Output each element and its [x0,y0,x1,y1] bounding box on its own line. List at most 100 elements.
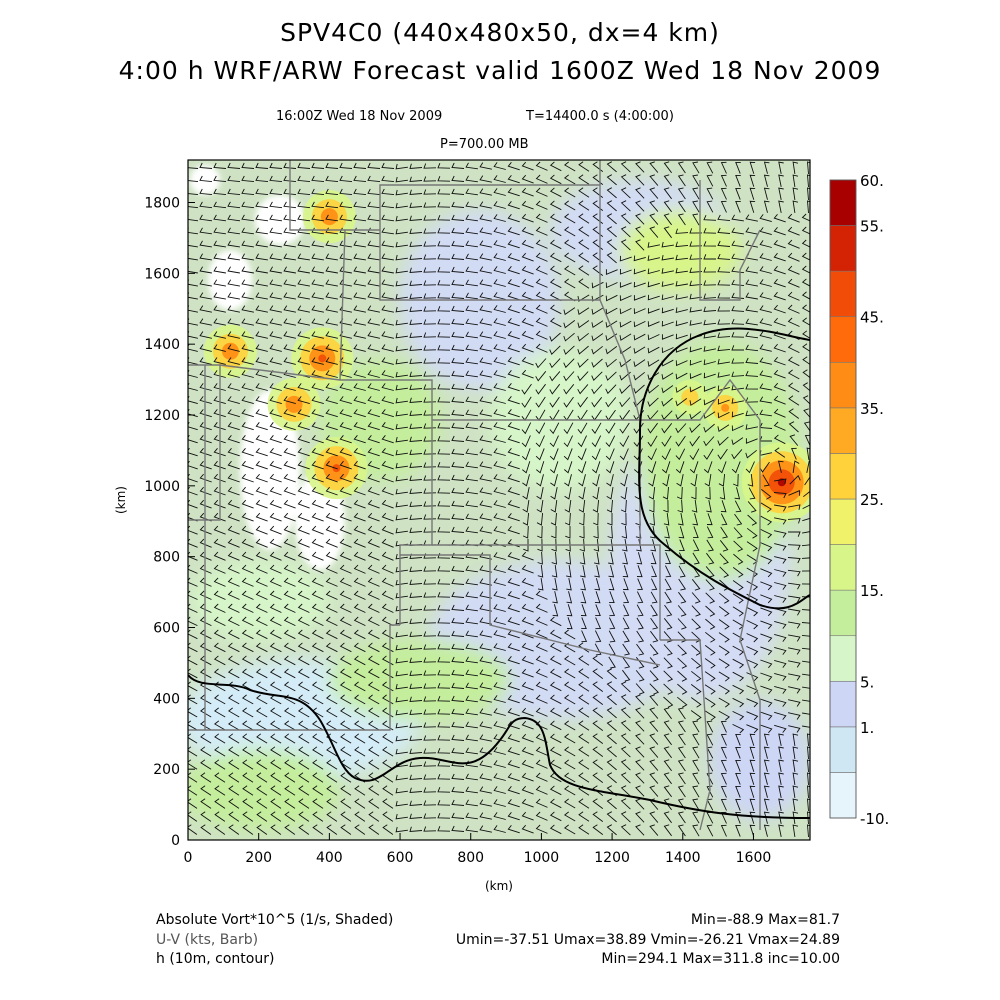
wind-barb [213,331,226,339]
wind-barb [311,266,324,274]
wind-barb [381,486,394,496]
wind-barb [735,733,741,746]
wind-barb [283,305,296,313]
wind-barb [705,618,716,630]
wind-barb [353,396,366,405]
wind-barb [535,668,548,678]
wind-barb [677,696,688,708]
wind-barb [312,811,324,822]
wind-barb [507,682,520,691]
wind-barb [325,460,338,470]
wind-barb [339,383,352,391]
wind-barb [437,345,451,351]
wind-barb [479,786,492,794]
wind-barb [787,304,800,314]
wind-barb [605,333,618,342]
wind-barb [787,278,800,288]
wind-barb [578,512,585,526]
wind-barb [269,512,282,522]
wind-barb [663,733,672,746]
wind-barb [395,553,408,560]
wind-barb [773,304,786,314]
wind-barb [395,631,408,638]
wind-barb [592,499,600,513]
wind-barb [199,486,212,496]
wind-barb [647,268,660,275]
wind-barb [188,331,198,339]
wind-barb [563,358,575,369]
wind-barb [326,811,338,822]
wind-barb [451,331,465,338]
wind-barb [792,759,799,772]
wind-barb [773,369,786,379]
wind-barb [465,240,478,248]
wind-barb [227,279,240,287]
wind-barb [284,824,296,835]
wind-barb [241,396,254,405]
wind-barb [213,590,226,600]
wind-barb [479,396,492,404]
wind-barb [311,435,324,444]
wind-barb [577,307,590,316]
wind-barb [778,460,784,473]
wind-barb [606,239,617,251]
x-tick-label: 200 [245,850,272,866]
wind-barb [339,266,352,274]
wind-barb [564,474,572,487]
wind-barb [549,448,559,461]
wind-barb [188,785,198,796]
wind-barb [381,279,394,287]
wind-barb [620,811,631,823]
wind-barb [661,281,674,287]
wind-barb [451,513,465,520]
wind-barb [256,707,268,718]
wind-barb [774,711,787,720]
wind-barb [606,213,617,225]
wind-barb [437,618,451,624]
wind-barb [717,345,731,352]
wind-barb [312,733,324,744]
wind-barb [269,253,282,261]
wind-barb [633,333,646,341]
wind-barb [325,590,338,600]
wind-barb [650,552,657,565]
wind-barb [199,564,212,574]
wind-barb [354,824,366,835]
wind-barb [409,644,423,651]
wind-barb [760,502,772,513]
wind-barb [564,772,576,783]
wind-barb [521,772,534,782]
wind-barb [535,720,548,730]
colorbar-label: 45. [860,309,884,327]
wind-barb [778,785,784,798]
wind-barb [535,383,546,395]
wind-barb [395,189,408,196]
wind-barb [759,370,772,378]
wind-barb [479,617,492,625]
wind-barb [227,266,240,274]
wind-barb [241,642,254,653]
wind-barb [606,681,617,693]
wind-barb [283,331,296,339]
wind-barb [647,281,660,288]
wind-barb [437,488,451,494]
wind-barb [507,461,520,470]
wind-barb [745,214,758,222]
wind-barb [619,282,632,288]
wind-barb [188,538,198,548]
wind-barb [507,500,520,509]
wind-barb [437,332,451,338]
wind-barb [227,668,240,679]
wind-barb [311,499,324,509]
wind-barb [353,253,366,261]
wind-barb [354,733,366,744]
wind-barb [493,162,506,170]
wind-barb [213,720,226,731]
wind-barb [493,448,506,456]
wind-barb [535,655,548,665]
wind-barb [255,590,268,600]
wind-barb [774,569,787,577]
wind-barb [451,825,465,832]
wind-barb [269,240,282,248]
wind-barb [663,707,672,720]
